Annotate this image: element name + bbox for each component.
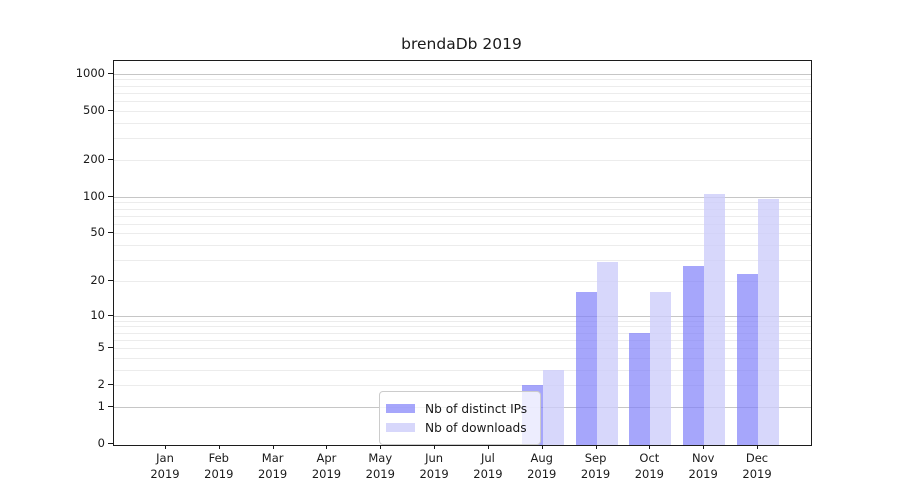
x-tick-label: Oct 2019 <box>634 451 665 481</box>
legend-item-distinct-ips: Nb of distinct IPs <box>386 399 532 418</box>
bar-aug-downloads <box>542 369 564 445</box>
y-tick-label: 1 <box>97 399 105 414</box>
y-tick-mark <box>108 443 113 445</box>
y-tick-label: 500 <box>83 102 105 117</box>
x-tick-label: May 2019 <box>365 451 395 481</box>
y-tick-label: 100 <box>83 188 105 203</box>
legend-label-distinct-ips: Nb of distinct IPs <box>425 401 528 416</box>
y-tick-mark <box>108 195 113 197</box>
major-gridline <box>114 73 811 75</box>
y-tick-mark <box>108 347 113 349</box>
minor-gridline <box>114 357 811 359</box>
y-tick-label: 2 <box>97 377 105 392</box>
x-tick-label: Jul 2019 <box>473 451 503 481</box>
x-tick-mark <box>757 445 759 449</box>
minor-gridline <box>114 385 811 387</box>
chart-title: brendaDb 2019 <box>401 35 522 53</box>
y-tick-mark <box>108 406 113 408</box>
legend-label-downloads: Nb of downloads <box>425 420 527 435</box>
minor-gridline <box>114 122 811 124</box>
minor-gridline <box>114 92 811 94</box>
minor-gridline <box>114 202 811 204</box>
minor-gridline <box>114 159 811 161</box>
x-tick-label: Jun 2019 <box>419 451 449 481</box>
y-tick-mark <box>108 109 113 111</box>
major-gridline <box>114 315 811 317</box>
plot-area: Nb of distinct IPs Nb of downloads <box>113 60 812 446</box>
x-tick-mark <box>434 445 436 449</box>
x-tick-mark <box>380 445 382 449</box>
y-tick-mark <box>108 314 113 316</box>
x-tick-label: Apr 2019 <box>311 451 342 481</box>
y-tick-label: 5 <box>97 340 105 355</box>
minor-gridline <box>114 281 811 282</box>
minor-gridline <box>114 339 811 341</box>
y-tick-label: 0 <box>97 436 105 451</box>
minor-gridline <box>114 245 811 247</box>
minor-gridline <box>114 320 811 322</box>
x-tick-mark <box>165 445 166 449</box>
minor-gridline <box>114 138 811 140</box>
y-tick-mark <box>108 158 113 160</box>
minor-gridline <box>114 369 811 371</box>
y-tick-mark <box>108 384 113 386</box>
legend: Nb of distinct IPs Nb of downloads <box>379 391 541 445</box>
bar-nov-distinct-ips <box>683 265 705 445</box>
bar-dec-downloads <box>758 199 780 445</box>
legend-swatch-distinct-ips <box>386 404 415 413</box>
minor-gridline <box>114 110 811 112</box>
x-tick-label: Mar 2019 <box>257 451 288 481</box>
bar-oct-downloads <box>650 292 672 445</box>
minor-gridline <box>114 85 811 87</box>
legend-swatch-downloads <box>386 423 415 432</box>
minor-gridline <box>114 215 811 217</box>
x-tick-label: Aug 2019 <box>527 451 557 481</box>
x-tick-mark <box>272 445 274 449</box>
x-tick-mark <box>487 445 489 449</box>
x-tick-mark <box>703 445 705 449</box>
x-tick-label: Sep 2019 <box>580 451 611 481</box>
y-tick-label: 1000 <box>75 65 105 80</box>
y-tick-label: 50 <box>90 225 105 240</box>
bar-nov-downloads <box>704 194 726 445</box>
x-tick-label: Nov 2019 <box>688 451 718 481</box>
legend-item-downloads: Nb of downloads <box>386 418 532 437</box>
minor-gridline <box>114 260 811 262</box>
y-tick-label: 10 <box>90 307 105 322</box>
x-tick-mark <box>541 445 543 449</box>
x-tick-label: Feb 2019 <box>204 451 234 481</box>
y-tick-mark <box>108 280 113 281</box>
x-tick-label: Jan 2019 <box>150 451 180 481</box>
y-tick-label: 20 <box>90 273 105 287</box>
x-tick-mark <box>649 445 651 449</box>
bar-dec-distinct-ips <box>737 273 759 445</box>
x-tick-mark <box>326 445 328 449</box>
minor-gridline <box>114 101 811 103</box>
minor-gridline <box>114 208 811 210</box>
y-tick-mark <box>108 72 113 74</box>
minor-gridline <box>114 332 811 334</box>
major-gridline <box>114 196 811 198</box>
minor-gridline <box>114 348 811 350</box>
minor-gridline <box>114 233 811 235</box>
x-tick-mark <box>595 445 597 449</box>
minor-gridline <box>114 326 811 328</box>
minor-gridline <box>114 79 811 81</box>
bar-sep-downloads <box>596 261 618 445</box>
x-tick-label: Dec 2019 <box>742 451 772 481</box>
bar-oct-distinct-ips <box>629 332 651 445</box>
minor-gridline <box>114 223 811 225</box>
x-tick-mark <box>218 445 220 449</box>
y-tick-mark <box>108 232 113 234</box>
bar-sep-distinct-ips <box>575 292 597 445</box>
y-tick-label: 200 <box>83 151 105 166</box>
